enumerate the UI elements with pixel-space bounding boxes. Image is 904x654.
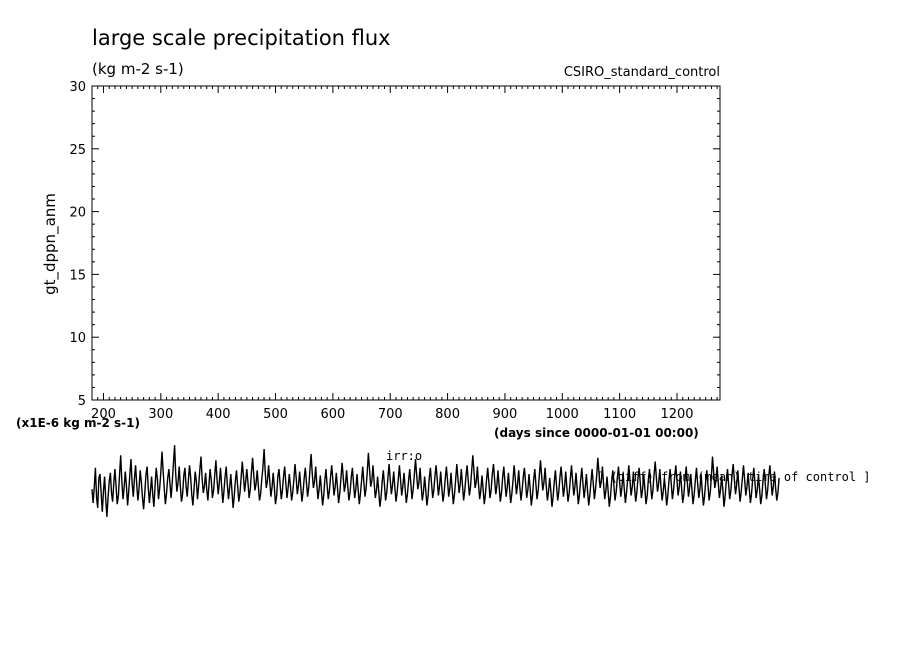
x-tick-label: 700 bbox=[378, 407, 403, 422]
overlay-label: irr:o bbox=[386, 449, 422, 463]
y-tick-label: 30 bbox=[69, 80, 86, 95]
series-layer bbox=[91, 445, 780, 517]
series-line bbox=[91, 445, 780, 517]
x-tick-label: 1000 bbox=[546, 407, 579, 422]
x-tick-label: 500 bbox=[263, 407, 288, 422]
y-axis-label: gt_dppn_anm bbox=[41, 193, 60, 295]
plot-frame bbox=[91, 85, 721, 401]
chart-title: large scale precipitation flux bbox=[92, 26, 391, 50]
y-scale-label: (x1E-6 kg m-2 s-1) bbox=[16, 416, 140, 430]
axis-ticks: 5 10 15 20 25 30 200 300 400 500 600 700 800 900 1000 1… bbox=[69, 80, 720, 422]
chart-units: (kg m-2 s-1) bbox=[92, 60, 184, 78]
x-tick-label: 1100 bbox=[603, 407, 636, 422]
x-tick-label: 200 bbox=[91, 407, 116, 422]
x-tick-label: 800 bbox=[435, 407, 460, 422]
y-tick-label: 15 bbox=[69, 268, 86, 283]
y-tick-label: 10 bbox=[69, 331, 86, 346]
y-tick-label: 25 bbox=[69, 143, 86, 158]
x-tick-label: 1200 bbox=[660, 407, 693, 422]
x-tick-label: 400 bbox=[206, 407, 231, 422]
x-tick-label: 600 bbox=[320, 407, 345, 422]
y-tick-label: 20 bbox=[69, 206, 86, 221]
x-tick-label: 900 bbox=[493, 407, 518, 422]
footnote: [ (diff) from (mean) time of control ] bbox=[596, 470, 871, 484]
x-tick-label: 300 bbox=[148, 407, 173, 422]
x-axis-label: (days since 0000-01-01 00:00) bbox=[494, 426, 699, 440]
experiment-label: CSIRO_standard_control bbox=[564, 65, 720, 80]
y-tick-label: 5 bbox=[78, 394, 86, 409]
